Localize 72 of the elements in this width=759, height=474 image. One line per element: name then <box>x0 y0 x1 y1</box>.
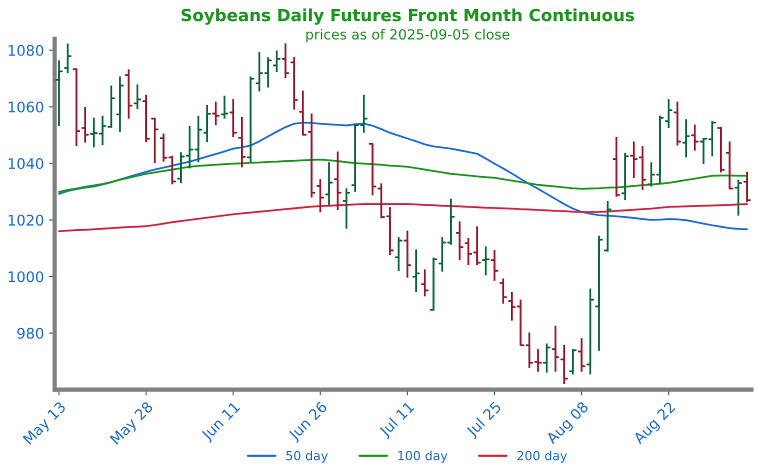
candlestick <box>569 348 577 376</box>
candlestick <box>734 178 742 217</box>
chart-title: Soybeans Daily Futures Front Month Continuous <box>182 8 634 25</box>
candlestick <box>212 100 220 126</box>
candlestick <box>682 118 690 158</box>
candlestick <box>560 344 568 385</box>
y-tick-label: 1020 <box>8 214 44 226</box>
candlestick <box>604 200 612 252</box>
candlestick <box>238 116 246 168</box>
candlestick <box>490 248 498 282</box>
candlestick <box>124 68 132 120</box>
candlestick <box>272 50 281 73</box>
legend-label: 200 day <box>517 450 567 463</box>
candlestick <box>404 230 412 279</box>
legend-label: 100 day <box>398 450 448 463</box>
candlestick <box>290 56 298 110</box>
candlestick <box>743 170 751 203</box>
candlestick <box>473 226 481 266</box>
candlestick <box>621 152 629 202</box>
candlestick <box>299 90 307 136</box>
candlestick <box>430 256 438 311</box>
candlestick <box>717 126 725 174</box>
candlestick <box>638 145 646 191</box>
candlestick <box>229 98 237 138</box>
candlestick <box>664 98 672 129</box>
candlestick <box>542 342 551 374</box>
candlestick <box>394 236 402 272</box>
candlestick <box>203 104 211 144</box>
candlestick <box>342 187 350 230</box>
x-tick-label: Jun 11 <box>200 401 242 443</box>
candlestick <box>134 84 142 110</box>
line-series <box>58 203 748 232</box>
candlestick <box>308 112 316 198</box>
candlestick <box>421 268 429 298</box>
candlestick <box>151 118 159 164</box>
candlestick <box>334 150 342 211</box>
legend-label: 50 day <box>286 450 328 463</box>
chart-subtitle: prices as of 2025-09-05 close <box>306 28 510 42</box>
candlestick <box>55 59 63 127</box>
y-tick-label: 1080 <box>8 44 44 56</box>
candlestick <box>726 140 734 190</box>
candlestick <box>325 161 333 207</box>
candlestick <box>142 94 150 144</box>
candlestick <box>482 246 490 276</box>
candlestick <box>578 337 586 373</box>
candlestick <box>586 288 594 376</box>
x-tick-label: Jul 25 <box>465 400 504 440</box>
candlestick <box>412 248 420 293</box>
y-tick-label: 1060 <box>8 101 44 113</box>
x-tick-label: Jul 11 <box>378 400 416 440</box>
y-tick-label: 980 <box>17 328 44 339</box>
y-tick-label: 1000 <box>8 271 44 282</box>
candlestick <box>72 68 80 147</box>
candlestick <box>282 42 290 80</box>
x-tick-label: Jun 26 <box>287 400 330 443</box>
candlestick <box>552 324 560 373</box>
candlestick <box>691 124 699 152</box>
candlestick <box>456 220 464 261</box>
candlestick <box>316 178 324 214</box>
candlestick <box>116 76 124 133</box>
candlestick <box>499 278 507 305</box>
candlestick <box>674 100 682 146</box>
candlestick <box>246 76 254 164</box>
candlestick <box>464 237 472 266</box>
candlestick <box>64 42 72 74</box>
candlestick <box>595 234 603 352</box>
candlestick <box>368 142 376 196</box>
candlestick <box>630 140 638 179</box>
candlestick <box>612 136 620 198</box>
y-tick-label: 1040 <box>8 158 44 170</box>
candlestick <box>81 106 89 144</box>
candlestick <box>220 94 228 120</box>
